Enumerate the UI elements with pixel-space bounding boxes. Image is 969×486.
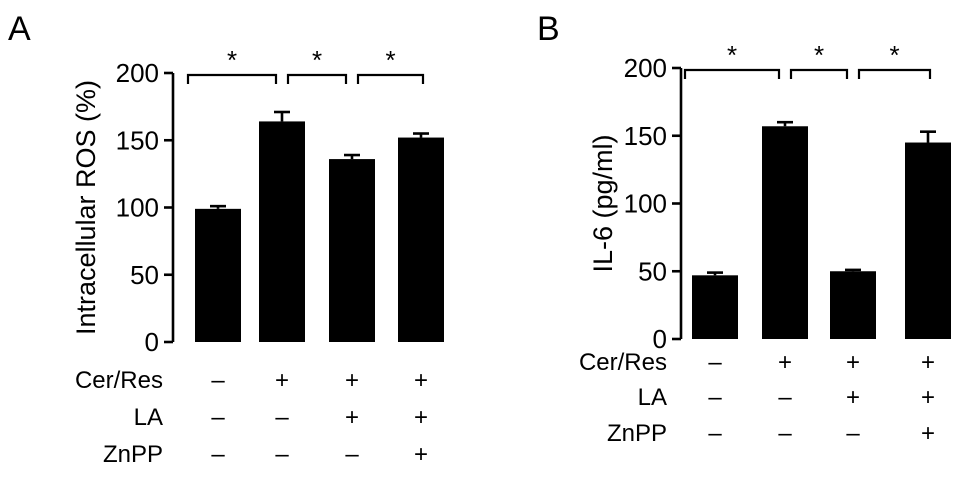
condition-label: LA	[134, 404, 163, 431]
bar	[398, 137, 444, 342]
condition-sign: +	[414, 404, 428, 431]
bar	[905, 142, 951, 339]
bar	[329, 159, 375, 342]
condition-sign: –	[778, 384, 792, 411]
bar	[259, 121, 305, 342]
condition-label: Cer/Res	[579, 349, 667, 376]
condition-sign: +	[414, 441, 428, 468]
significance-star: *	[889, 40, 899, 70]
y-tick-label: 50	[638, 256, 667, 286]
y-tick-label: 200	[624, 53, 667, 83]
condition-sign: +	[275, 367, 289, 394]
condition-sign: +	[778, 349, 792, 376]
condition-sign: +	[921, 420, 935, 447]
y-tick-label: 100	[116, 193, 159, 223]
bar	[762, 126, 808, 339]
significance-bracket	[789, 68, 849, 79]
y-tick-label: 100	[624, 189, 667, 219]
significance-star: *	[385, 45, 395, 75]
condition-label: ZnPP	[607, 420, 667, 447]
significance-bracket	[286, 73, 348, 84]
panel-letter: A	[8, 10, 31, 48]
condition-label: LA	[638, 384, 667, 411]
condition-sign: –	[345, 441, 359, 468]
y-tick-label: 0	[653, 324, 667, 354]
significance-bracket	[683, 68, 781, 79]
condition-sign: –	[708, 349, 722, 376]
condition-sign: –	[211, 441, 225, 468]
significance-bracket	[186, 73, 278, 84]
bar	[195, 208, 241, 342]
condition-label: Cer/Res	[75, 367, 163, 394]
panel-letter: B	[537, 10, 560, 48]
condition-sign: –	[778, 420, 792, 447]
condition-sign: +	[846, 349, 860, 376]
condition-sign: +	[846, 384, 860, 411]
condition-sign: –	[708, 384, 722, 411]
condition-sign: +	[921, 349, 935, 376]
condition-sign: –	[275, 404, 289, 431]
y-axis-label: Intracellular ROS (%)	[71, 80, 101, 335]
condition-sign: –	[211, 404, 225, 431]
condition-sign: –	[708, 420, 722, 447]
bar	[830, 271, 876, 339]
significance-star: *	[727, 40, 737, 70]
y-tick-label: 0	[145, 327, 159, 357]
bar	[692, 275, 738, 339]
significance-bracket	[356, 73, 425, 84]
significance-bracket	[857, 68, 932, 79]
condition-sign: +	[414, 367, 428, 394]
condition-sign: –	[211, 367, 225, 394]
significance-star: *	[227, 45, 237, 75]
y-tick-label: 150	[116, 125, 159, 155]
significance-star: *	[814, 40, 824, 70]
y-tick-label: 200	[116, 58, 159, 88]
significance-star: *	[312, 45, 322, 75]
y-tick-label: 50	[130, 260, 159, 290]
y-axis-label: IL-6 (pg/ml)	[588, 134, 618, 272]
condition-label: ZnPP	[103, 441, 163, 468]
condition-sign: +	[345, 404, 359, 431]
condition-sign: –	[846, 420, 860, 447]
condition-sign: +	[921, 384, 935, 411]
condition-sign: –	[275, 441, 289, 468]
y-tick-label: 150	[624, 121, 667, 151]
condition-sign: +	[345, 367, 359, 394]
